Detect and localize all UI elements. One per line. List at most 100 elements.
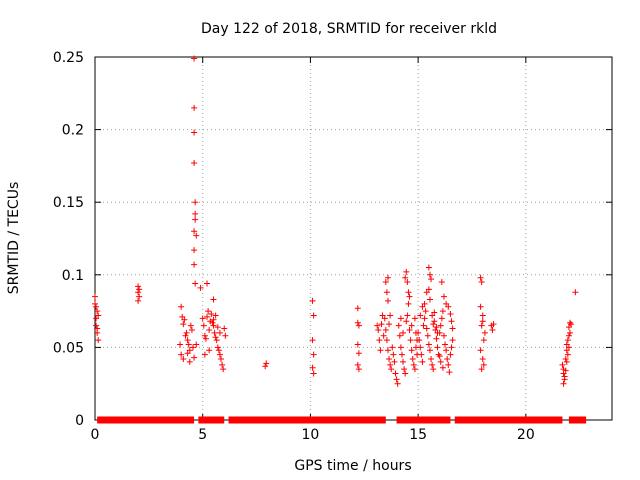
- data-point: [221, 325, 228, 332]
- y-tick-label: 0.1: [62, 268, 84, 284]
- data-point: [410, 361, 417, 368]
- data-point: [310, 370, 317, 377]
- data-point: [178, 351, 185, 358]
- data-point: [188, 326, 195, 333]
- data-point: [425, 264, 432, 271]
- x-axis-label: GPS time / hours: [294, 458, 411, 474]
- data-point: [381, 315, 388, 322]
- data-point: [402, 274, 409, 281]
- data-point: [181, 316, 188, 323]
- data-point: [135, 289, 142, 296]
- data-point: [205, 308, 212, 315]
- data-point: [386, 321, 393, 328]
- data-point: [437, 322, 444, 329]
- grid: [95, 57, 612, 420]
- data-point: [136, 293, 143, 300]
- data-point: [407, 337, 414, 344]
- data-point: [444, 356, 451, 363]
- data-point: [480, 361, 487, 368]
- data-point: [392, 370, 399, 377]
- data-point: [180, 356, 187, 363]
- data-point: [204, 280, 211, 287]
- data-point: [428, 276, 435, 283]
- data-point: [191, 261, 198, 268]
- data-point: [400, 358, 407, 365]
- data-point: [480, 337, 487, 344]
- data-point: [443, 347, 450, 354]
- data-point: [94, 308, 101, 315]
- data-point: [418, 351, 425, 358]
- data-point: [439, 364, 446, 371]
- data-point: [191, 159, 198, 166]
- y-tick-label: 0.25: [53, 50, 84, 66]
- data-point: [382, 326, 389, 333]
- y-tick-label: 0: [75, 413, 84, 429]
- data-point: [206, 347, 213, 354]
- data-point: [565, 332, 572, 339]
- data-point: [182, 332, 189, 339]
- data-point: [384, 297, 391, 304]
- data-point: [426, 347, 433, 354]
- data-point: [448, 318, 455, 325]
- data-point: [200, 322, 207, 329]
- data-point: [95, 312, 102, 319]
- data-point: [424, 332, 431, 339]
- data-point: [490, 321, 497, 328]
- data-point: [375, 326, 382, 333]
- y-tick-label: 0.2: [62, 123, 84, 139]
- data-point: [421, 315, 428, 322]
- data-point: [201, 351, 208, 358]
- data-point: [563, 341, 570, 348]
- data-point: [210, 316, 217, 323]
- data-point: [210, 296, 217, 303]
- data-point: [190, 344, 197, 351]
- data-point: [201, 332, 208, 339]
- data-point: [184, 350, 191, 357]
- data-point: [423, 325, 430, 332]
- data-point: [411, 315, 418, 322]
- data-point: [216, 329, 223, 336]
- data-point: [384, 274, 391, 281]
- data-point: [214, 344, 221, 351]
- data-point: [436, 353, 443, 360]
- data-point: [215, 347, 222, 354]
- data-point: [422, 308, 429, 315]
- data-point: [383, 337, 390, 344]
- data-point: [430, 321, 437, 328]
- data-point: [560, 380, 567, 387]
- data-point: [568, 321, 575, 328]
- data-point: [214, 324, 221, 331]
- data-point: [442, 341, 449, 348]
- data-point: [186, 358, 193, 365]
- data-point: [213, 337, 220, 344]
- data-point: [435, 351, 442, 358]
- data-point: [431, 309, 438, 316]
- data-point: [564, 351, 571, 358]
- plot-frame: [94, 56, 613, 421]
- data-point: [209, 319, 216, 326]
- data-point: [477, 303, 484, 310]
- data-point: [310, 312, 317, 319]
- data-point: [388, 366, 395, 373]
- chart-title: Day 122 of 2018, SRMTID for receiver rkl…: [201, 21, 497, 37]
- data-point: [416, 337, 423, 344]
- data-point: [404, 312, 411, 319]
- data-point: [408, 347, 415, 354]
- data-point: [387, 312, 394, 319]
- data-point: [563, 358, 570, 365]
- data-point: [439, 308, 446, 315]
- y-tick-label: 0.05: [53, 340, 84, 356]
- data-point: [405, 289, 412, 296]
- data-point: [202, 335, 209, 342]
- data-point: [355, 350, 362, 357]
- data-point: [211, 329, 218, 336]
- data-point: [387, 361, 394, 368]
- data-point: [216, 351, 223, 358]
- data-point: [423, 289, 430, 296]
- data-point: [210, 322, 217, 329]
- data-point: [426, 271, 433, 278]
- x-tick-label: 15: [409, 427, 427, 443]
- data-point: [402, 370, 409, 377]
- data-point: [220, 366, 227, 373]
- data-point: [401, 366, 408, 373]
